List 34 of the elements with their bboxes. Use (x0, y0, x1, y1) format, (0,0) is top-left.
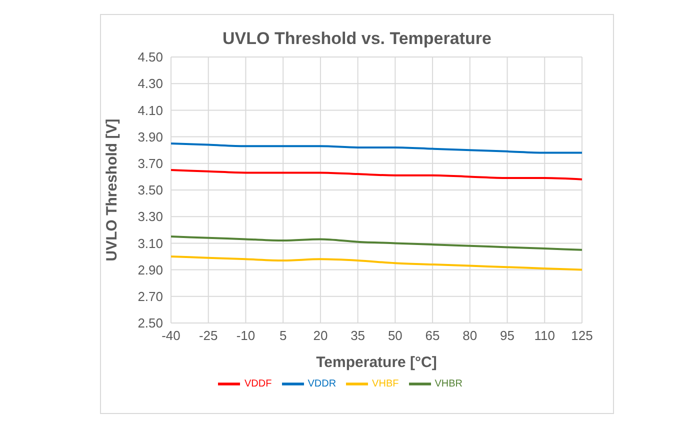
x-tick-label: 95 (500, 328, 515, 344)
y-tick-label: 4.50 (138, 50, 163, 65)
x-tick-label: 35 (350, 328, 366, 344)
y-tick-label: 3.50 (138, 182, 163, 198)
y-tick-label: 4.30 (138, 76, 163, 92)
line-series (171, 236, 582, 251)
x-tick-label: 110 (534, 328, 556, 344)
line-series (171, 256, 582, 271)
x-tick-label: 5 (279, 328, 287, 344)
legend-label: VHBF (372, 378, 399, 390)
legend-label: VHBR (434, 378, 463, 390)
x-tick-label: 20 (313, 328, 328, 344)
x-axis-title: Temperature [°C] (316, 354, 437, 371)
y-tick-label: 3.30 (138, 209, 163, 224)
x-tick-label: -40 (162, 328, 180, 344)
line-series (171, 142, 582, 154)
x-tick-label: -25 (198, 328, 218, 344)
y-tick-label: 2.90 (138, 262, 163, 278)
y-tick-label: 4.10 (138, 102, 163, 118)
line-series (171, 169, 582, 180)
y-tick-label: 2.50 (138, 316, 163, 331)
legend-label: VDDF (244, 378, 272, 390)
x-tick-label: 65 (425, 328, 440, 344)
legend-label: VDDR (308, 378, 336, 390)
y-tick-label: 3.10 (138, 236, 163, 251)
x-tick-label: -10 (236, 328, 256, 344)
x-tick-label: 50 (388, 328, 402, 344)
x-tick-label: 125 (571, 328, 593, 344)
y-tick-label: 2.70 (138, 289, 163, 304)
x-tick-label: 80 (462, 328, 478, 344)
y-tick-label: 3.70 (138, 156, 163, 172)
y-tick-label: 3.90 (138, 129, 163, 144)
chart-title: UVLO Threshold vs. Temperature (222, 29, 492, 49)
y-axis-title: UVLO Threshold [V] (103, 118, 120, 262)
